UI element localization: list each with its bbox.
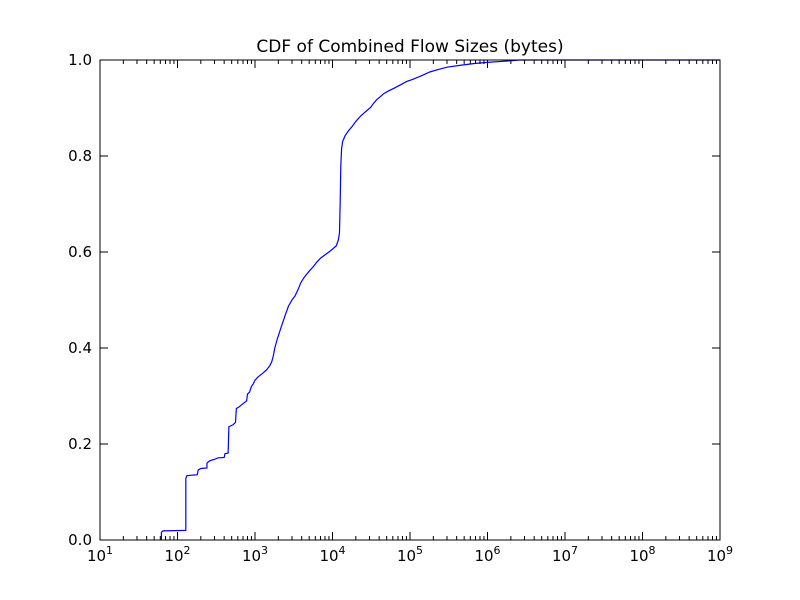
x-tick-label: 108 xyxy=(629,544,655,565)
x-tick-label: 107 xyxy=(552,544,578,565)
y-tick-label: 0.4 xyxy=(68,339,92,357)
x-tick-label: 109 xyxy=(707,544,733,565)
x-tick-label-exponent: 5 xyxy=(416,544,423,557)
plot-frame xyxy=(99,59,721,541)
x-tick-label-base: 10 xyxy=(707,547,726,565)
y-tick-label: 0.0 xyxy=(68,531,92,549)
x-tick-label-exponent: 1 xyxy=(106,544,113,557)
x-tick-label-base: 10 xyxy=(629,547,648,565)
x-tick-label-exponent: 2 xyxy=(184,544,191,557)
x-tick-label-base: 10 xyxy=(397,547,416,565)
x-tick-label: 105 xyxy=(397,544,423,565)
y-tick-label: 0.2 xyxy=(68,435,92,453)
x-tick-label-base: 10 xyxy=(87,547,106,565)
x-tick-label: 102 xyxy=(164,544,190,565)
x-tick-label-base: 10 xyxy=(319,547,338,565)
x-tick-label-base: 10 xyxy=(164,547,183,565)
y-tick-label: 0.8 xyxy=(68,147,92,165)
x-tick-label-exponent: 7 xyxy=(571,544,578,557)
x-tick-label-base: 10 xyxy=(474,547,493,565)
x-tick-label-exponent: 6 xyxy=(494,544,501,557)
x-tick-label-exponent: 8 xyxy=(649,544,656,557)
axis-tick-labels: 101 102 103 104 105 106 107 108 1090.00.20.40.60… xyxy=(68,51,733,565)
x-tick-label-base: 10 xyxy=(552,547,571,565)
x-tick-label: 101 xyxy=(87,544,113,565)
plot-area xyxy=(160,59,720,540)
x-tick-label-exponent: 3 xyxy=(261,544,268,557)
cdf-series-line xyxy=(160,59,720,540)
x-tick-label-exponent: 9 xyxy=(726,544,733,557)
x-tick-label: 104 xyxy=(319,544,345,565)
x-tick-label-exponent: 4 xyxy=(339,544,346,557)
x-tick-label-base: 10 xyxy=(242,547,261,565)
y-tick-label: 1.0 xyxy=(68,51,92,69)
y-tick-label: 0.6 xyxy=(68,243,92,261)
x-tick-label: 106 xyxy=(474,544,500,565)
chart-title: CDF of Combined Flow Sizes (bytes) xyxy=(256,37,563,57)
x-tick-label: 103 xyxy=(242,544,268,565)
